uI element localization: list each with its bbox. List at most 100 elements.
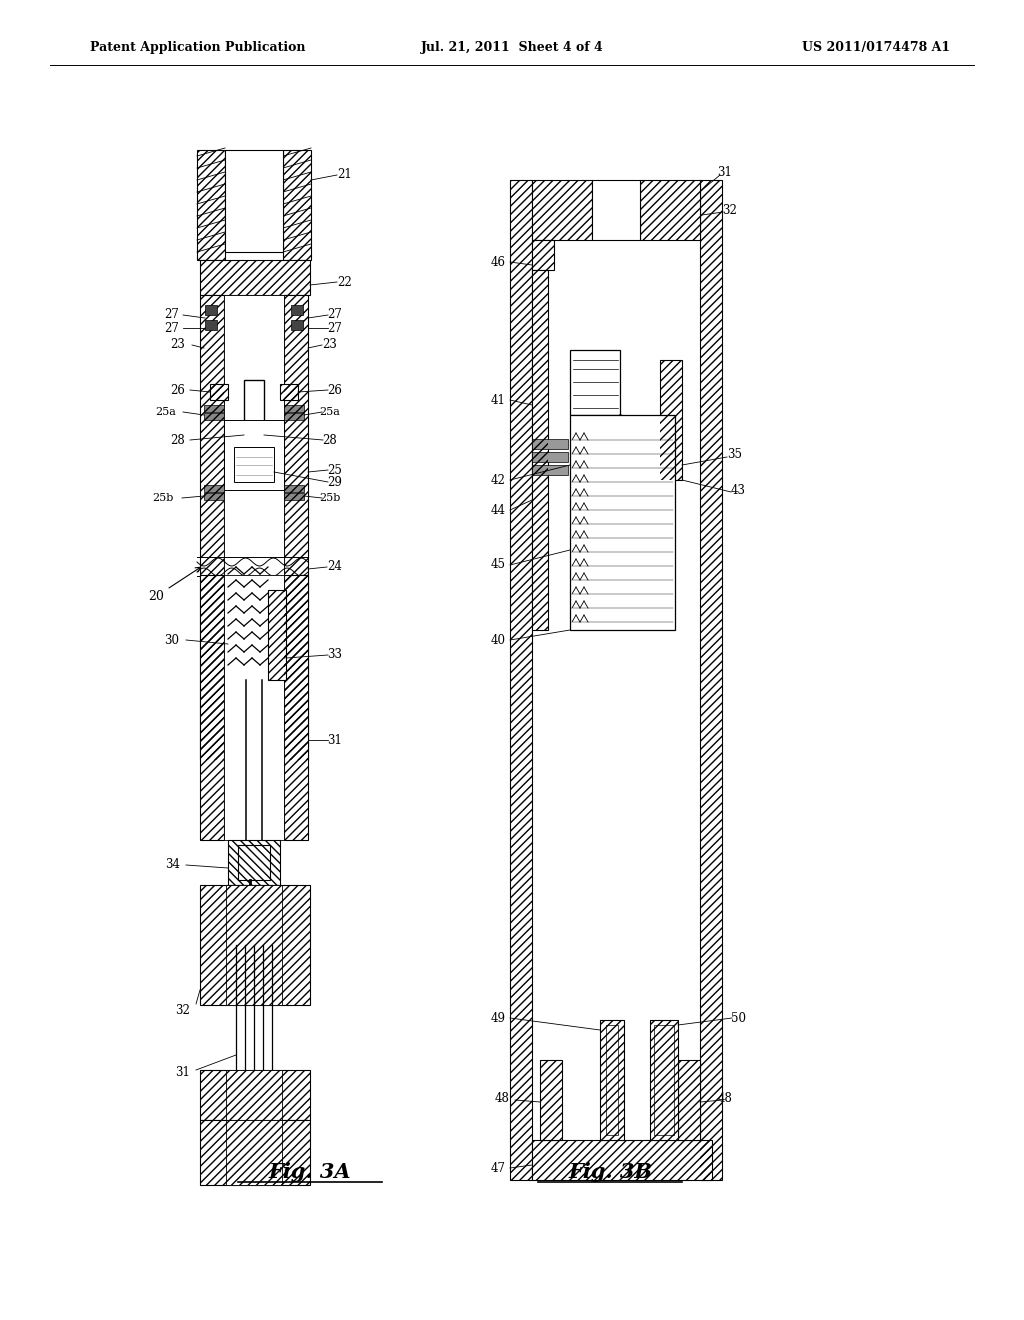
Bar (226, 1119, 282, 1185)
Bar (570, 414, 675, 630)
Bar (606, 1026, 618, 1135)
Bar (660, 360, 682, 480)
Bar (200, 1119, 310, 1185)
Bar (291, 305, 303, 315)
Text: 43: 43 (730, 483, 745, 496)
Bar (284, 294, 308, 760)
Text: 50: 50 (730, 1011, 745, 1024)
Bar (540, 1060, 562, 1140)
Bar (226, 1071, 282, 1119)
Bar (224, 294, 284, 760)
Bar (200, 260, 310, 294)
Bar (238, 845, 270, 880)
Bar (600, 1020, 624, 1140)
Bar (200, 576, 224, 840)
Bar (283, 150, 311, 260)
Text: US 2011/0174478 A1: US 2011/0174478 A1 (802, 41, 950, 54)
Text: 25a: 25a (319, 407, 340, 417)
Bar (532, 465, 568, 475)
Bar (268, 590, 286, 680)
Text: 48: 48 (495, 1092, 509, 1105)
Bar (650, 1020, 678, 1140)
Bar (280, 384, 298, 400)
Text: 27: 27 (165, 309, 179, 322)
Bar (678, 1060, 700, 1140)
Bar (510, 180, 532, 1180)
Text: 22: 22 (338, 276, 352, 289)
Bar (200, 884, 310, 1005)
Text: 26: 26 (171, 384, 185, 396)
Bar (284, 413, 304, 420)
Bar (200, 1071, 310, 1119)
Text: 27: 27 (328, 309, 342, 322)
Bar (570, 350, 620, 414)
Text: Jul. 21, 2011  Sheet 4 of 4: Jul. 21, 2011 Sheet 4 of 4 (421, 41, 603, 54)
Bar (200, 260, 310, 294)
Bar (204, 484, 224, 492)
Bar (210, 384, 228, 400)
Text: 26: 26 (328, 384, 342, 396)
Bar (225, 150, 283, 252)
Text: 48: 48 (718, 1092, 732, 1105)
Bar (660, 360, 682, 480)
Text: 40: 40 (490, 634, 506, 647)
Bar (654, 1026, 674, 1135)
Text: 45: 45 (490, 558, 506, 572)
Bar (197, 150, 225, 260)
Bar (284, 405, 304, 412)
Bar (210, 384, 228, 400)
Text: 27: 27 (328, 322, 342, 334)
Bar (280, 384, 298, 400)
Text: 28: 28 (323, 433, 337, 446)
Bar (200, 294, 224, 760)
Text: 23: 23 (171, 338, 185, 351)
Text: Patent Application Publication: Patent Application Publication (90, 41, 305, 54)
Bar (200, 294, 224, 760)
Text: 31: 31 (175, 1065, 190, 1078)
Bar (700, 180, 722, 1180)
Text: 49: 49 (490, 1011, 506, 1024)
Bar (228, 840, 280, 884)
Bar (600, 1020, 624, 1140)
Bar (532, 271, 548, 630)
Text: 28: 28 (171, 433, 185, 446)
Bar (592, 180, 640, 240)
Bar (678, 1060, 700, 1140)
Bar (532, 1140, 712, 1180)
Text: 42: 42 (490, 474, 506, 487)
Bar (204, 405, 224, 412)
Bar (244, 380, 264, 459)
Text: 35: 35 (727, 449, 742, 462)
Text: 47: 47 (490, 1162, 506, 1175)
Bar (284, 294, 308, 760)
Text: 33: 33 (328, 648, 342, 661)
Bar (228, 840, 280, 884)
Text: 30: 30 (165, 634, 179, 647)
Bar (540, 1060, 562, 1140)
Text: Fig. 3A: Fig. 3A (268, 1162, 351, 1181)
Bar (532, 240, 554, 271)
Text: 32: 32 (723, 203, 737, 216)
Text: 44: 44 (490, 503, 506, 516)
Bar (284, 576, 308, 840)
Bar (650, 1020, 678, 1140)
Bar (200, 884, 310, 1005)
Bar (700, 180, 722, 1180)
Bar (197, 150, 225, 260)
Text: 32: 32 (175, 1003, 190, 1016)
Bar (268, 590, 286, 680)
Bar (226, 884, 282, 1005)
Text: 31: 31 (718, 165, 732, 178)
Bar (234, 447, 274, 482)
Bar (532, 240, 554, 271)
Bar (224, 576, 284, 840)
Bar (224, 420, 284, 490)
Bar (283, 150, 311, 260)
Bar (640, 180, 700, 240)
Bar (200, 576, 224, 840)
Bar (532, 440, 568, 449)
Text: 25: 25 (328, 463, 342, 477)
Text: 41: 41 (490, 393, 506, 407)
Text: 31: 31 (328, 734, 342, 747)
Bar (204, 492, 224, 500)
